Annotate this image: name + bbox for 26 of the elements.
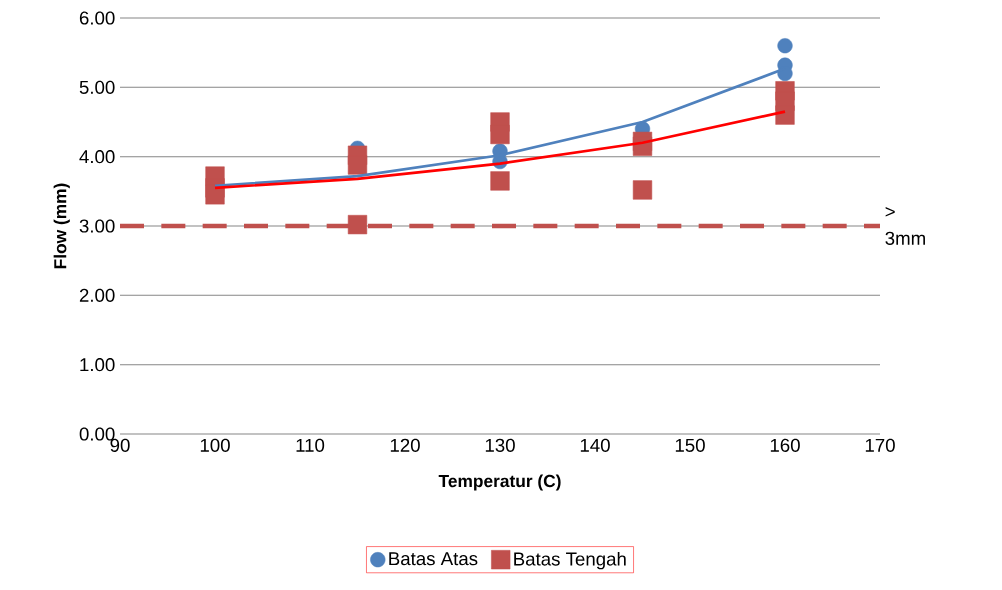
- x-tick-label: 150: [675, 438, 705, 452]
- point: [777, 38, 793, 54]
- point: [632, 180, 653, 200]
- point: [347, 215, 368, 235]
- legend-label: Batas Atas: [389, 552, 478, 566]
- x-tick-label: 130: [485, 438, 515, 452]
- x-tick-label: 110: [296, 438, 325, 452]
- x-axis-title: Temperatur (C): [438, 474, 561, 491]
- x-tick-label: 100: [200, 438, 230, 452]
- point: [490, 171, 510, 191]
- y-tick-label: 3.00: [79, 219, 115, 233]
- x-tick-label: 120: [390, 438, 420, 452]
- x-tick-label: 170: [865, 438, 895, 452]
- point: [347, 155, 368, 175]
- y-axis-title: Flow (mm): [53, 183, 70, 269]
- y-tick-label: 2.00: [79, 288, 115, 302]
- point: [490, 124, 510, 145]
- x-tick-label: 160: [770, 438, 800, 452]
- legend-label: Batas Tengah: [514, 551, 626, 570]
- y-tick-label: 5.00: [79, 80, 115, 94]
- y-tick-label: 6.00: [79, 11, 115, 25]
- y-tick-label: 4.00: [79, 150, 115, 164]
- y-tick-label: 1.00: [80, 358, 115, 372]
- ref-line-label: > 3mm: [885, 207, 925, 245]
- point: [775, 105, 795, 125]
- x-tick-label: 140: [580, 438, 610, 452]
